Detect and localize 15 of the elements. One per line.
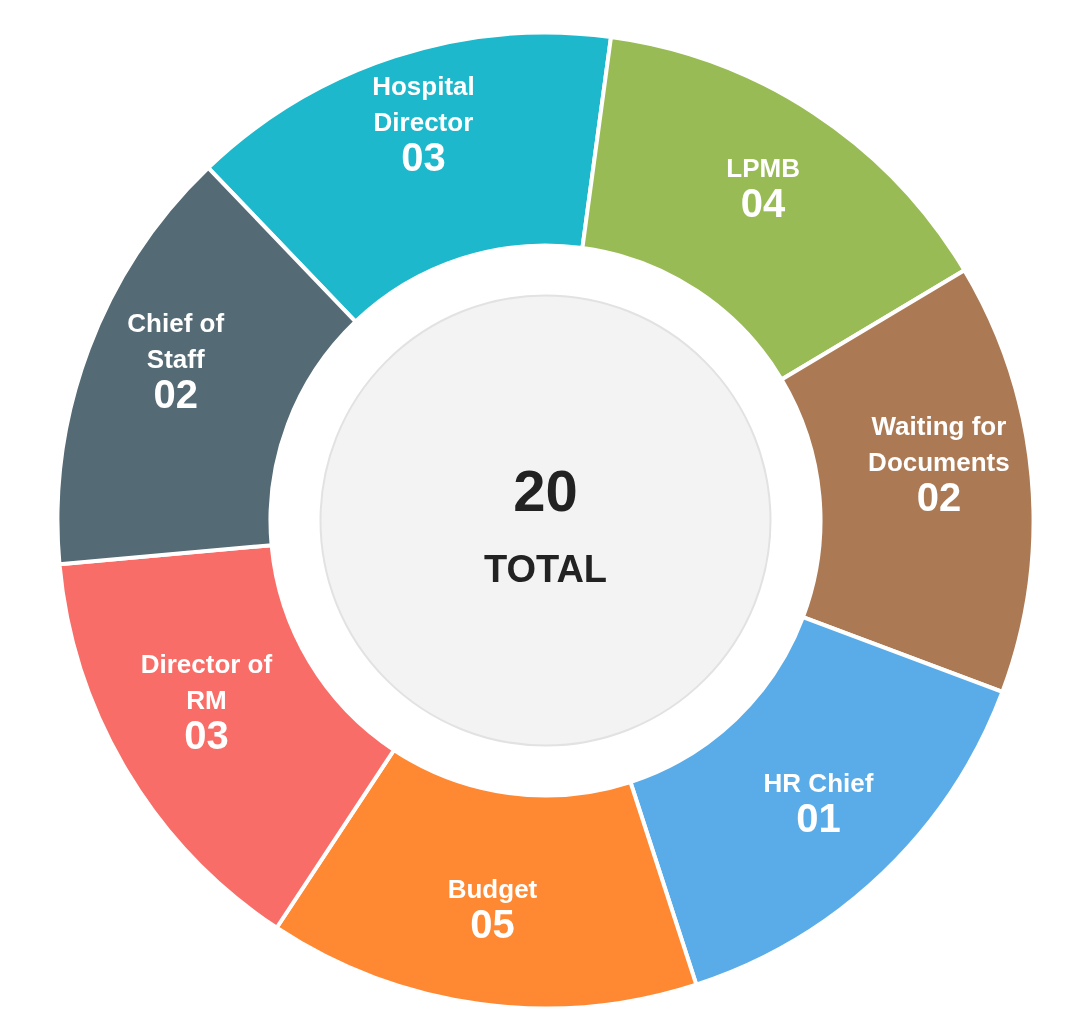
category-label: Director of RM [140,649,273,716]
data-label: 01 [796,796,841,840]
text: 20 [513,457,578,523]
category-label: Waiting for Documents [868,411,1010,478]
data-label: 02 [153,371,198,416]
data-label: 03 [184,713,229,758]
category-label: LPMB [726,152,800,183]
category-label: Hospital Director [372,70,475,137]
category-label: HR Chief [763,768,874,798]
category-label: Chief of Staff [127,307,225,374]
data-label: 04 [740,180,787,225]
data-label: 02 [916,475,962,520]
data-label: 03 [401,134,446,179]
text: TOTAL [483,547,608,590]
category-label: Budget [447,873,538,904]
